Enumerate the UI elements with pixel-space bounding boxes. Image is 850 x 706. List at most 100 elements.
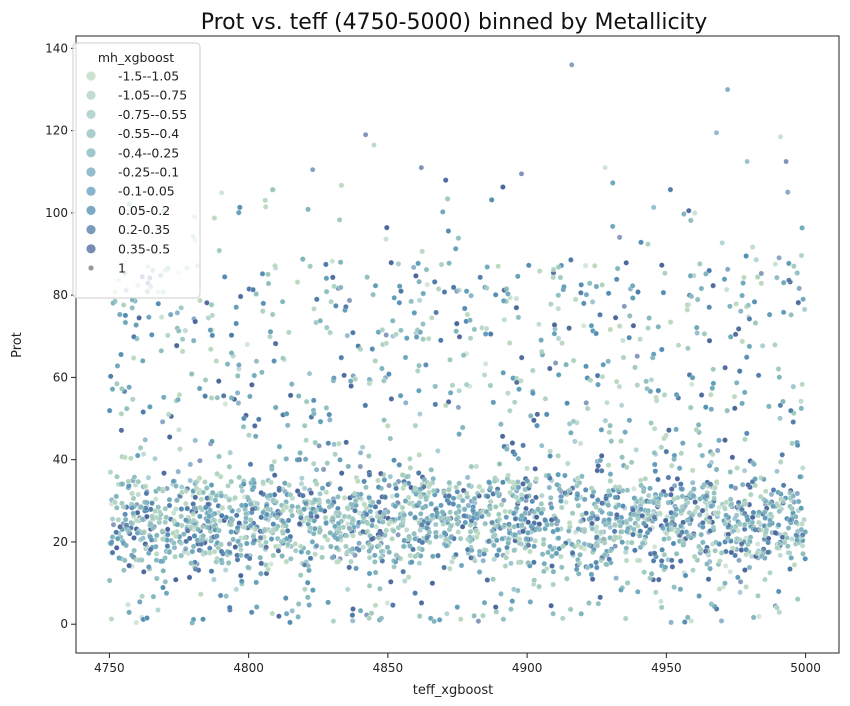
point bbox=[618, 402, 625, 409]
point bbox=[274, 535, 281, 542]
point bbox=[357, 463, 364, 470]
point bbox=[776, 255, 782, 261]
point bbox=[176, 427, 182, 433]
point bbox=[658, 598, 664, 605]
point bbox=[555, 305, 561, 312]
point bbox=[552, 360, 559, 366]
point bbox=[456, 287, 462, 293]
point bbox=[389, 493, 396, 500]
point bbox=[145, 474, 152, 481]
point bbox=[631, 486, 637, 492]
point bbox=[165, 332, 171, 339]
point bbox=[171, 544, 178, 551]
point bbox=[577, 440, 584, 447]
point bbox=[211, 576, 217, 583]
point bbox=[758, 270, 765, 277]
point bbox=[724, 266, 731, 273]
point bbox=[621, 303, 628, 310]
point bbox=[475, 618, 482, 624]
point bbox=[501, 497, 507, 504]
point bbox=[449, 559, 455, 565]
point bbox=[722, 563, 729, 569]
point bbox=[174, 310, 181, 316]
point bbox=[716, 504, 723, 511]
point bbox=[776, 609, 782, 615]
point bbox=[244, 341, 251, 348]
point bbox=[222, 401, 229, 407]
point bbox=[777, 552, 783, 559]
point bbox=[501, 316, 508, 323]
point bbox=[182, 546, 189, 552]
point bbox=[158, 314, 165, 320]
point bbox=[737, 579, 744, 585]
point bbox=[386, 482, 392, 489]
point bbox=[785, 549, 791, 556]
point bbox=[633, 447, 639, 453]
point bbox=[331, 441, 337, 448]
point bbox=[403, 400, 409, 406]
point bbox=[125, 601, 131, 608]
point bbox=[772, 261, 779, 267]
point bbox=[227, 449, 233, 456]
point bbox=[383, 236, 389, 242]
chart-title: Prot vs. teff (4750-5000) binned by Meta… bbox=[201, 10, 708, 35]
point bbox=[384, 600, 391, 606]
point bbox=[192, 437, 198, 444]
point bbox=[651, 544, 658, 550]
point bbox=[140, 451, 147, 457]
point bbox=[301, 485, 308, 492]
point bbox=[416, 297, 423, 304]
point bbox=[289, 608, 295, 614]
point bbox=[714, 447, 721, 454]
point bbox=[235, 507, 242, 514]
point bbox=[563, 499, 569, 506]
point bbox=[360, 544, 366, 550]
point bbox=[694, 330, 700, 336]
point bbox=[580, 323, 587, 329]
point bbox=[753, 256, 759, 263]
point bbox=[604, 399, 610, 406]
point bbox=[723, 286, 730, 293]
point bbox=[789, 536, 795, 542]
point bbox=[582, 262, 589, 269]
point bbox=[299, 475, 305, 481]
point bbox=[239, 488, 245, 494]
point bbox=[738, 308, 744, 314]
point bbox=[508, 560, 514, 567]
point bbox=[513, 295, 520, 302]
point bbox=[387, 473, 394, 480]
point bbox=[491, 556, 497, 563]
point bbox=[539, 492, 545, 499]
point bbox=[539, 442, 545, 449]
point bbox=[187, 461, 194, 468]
point bbox=[403, 527, 410, 533]
point bbox=[182, 327, 189, 334]
point bbox=[692, 210, 698, 216]
point bbox=[754, 541, 761, 547]
point bbox=[316, 443, 322, 449]
point bbox=[463, 381, 470, 388]
point bbox=[175, 468, 181, 475]
point bbox=[357, 450, 364, 456]
point bbox=[794, 490, 801, 497]
point bbox=[444, 610, 450, 617]
point bbox=[733, 512, 740, 519]
point bbox=[612, 543, 618, 549]
point bbox=[774, 468, 780, 475]
point bbox=[504, 549, 511, 556]
point bbox=[152, 455, 158, 462]
point bbox=[137, 536, 144, 543]
point bbox=[395, 261, 402, 267]
point bbox=[620, 337, 626, 344]
point bbox=[268, 561, 274, 567]
point bbox=[696, 512, 703, 518]
point bbox=[737, 589, 743, 596]
point bbox=[616, 234, 623, 241]
point bbox=[468, 292, 474, 299]
point bbox=[142, 437, 148, 443]
point bbox=[637, 557, 643, 564]
point bbox=[759, 343, 766, 349]
point bbox=[306, 370, 313, 377]
point bbox=[790, 383, 797, 390]
